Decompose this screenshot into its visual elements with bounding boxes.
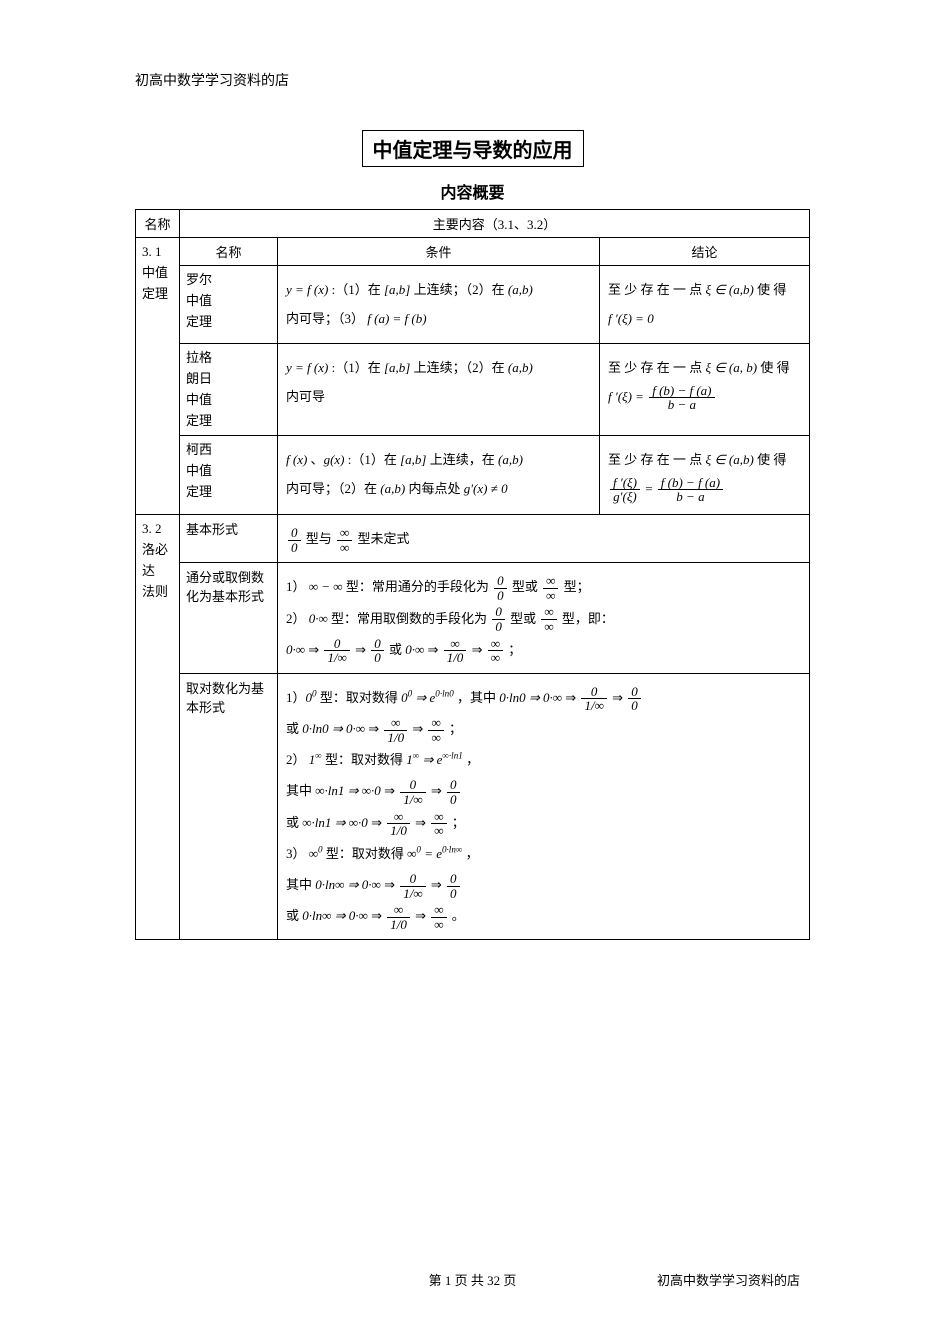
label-line: 中值 — [186, 392, 212, 407]
label-line: 朗日 — [186, 371, 212, 386]
section-31-header: 3. 1 中值 定理 名称 条件 结论 — [136, 238, 810, 266]
page-header: 初高中数学学习资料的店 — [135, 70, 810, 90]
th-sub-name: 名称 — [180, 238, 278, 266]
label-line: 中值 — [186, 293, 212, 308]
label-line: 定理 — [186, 484, 212, 499]
basic-content: 00 型与 ∞∞ 型未定式 — [278, 515, 810, 563]
lhopital-row-2: 通分或取倒数化为基本形式 1） ∞ − ∞ 型：常用通分的手段化为 00 型或 … — [136, 563, 810, 674]
lagrange-condition: y = f (x) :（1）在 [a,b] 上连续；（2）在 (a,b)内可导 — [278, 344, 600, 436]
cauchy-condition: f (x) 、g(x) :（1）在 [a,b] 上连续，在 (a,b)内可导；（… — [278, 436, 600, 515]
label-line: 定理 — [186, 413, 212, 428]
table-header-row: 名称 主要内容（3.1、3.2） — [136, 210, 810, 238]
page-footer-right: 初高中数学学习资料的店 — [657, 1270, 800, 1289]
th-conclusion: 结论 — [600, 238, 810, 266]
lagrange-name: 拉格 朗日 中值 定理 — [180, 344, 278, 436]
lhopital-row-1: 3. 2 洛必 达 法则 基本形式 00 型与 ∞∞ 型未定式 — [136, 515, 810, 563]
label-line: 罗尔 — [186, 272, 212, 287]
content-table: 名称 主要内容（3.1、3.2） 3. 1 中值 定理 名称 条件 结论 罗尔 … — [135, 209, 810, 940]
form-log: 取对数化为基本形式 — [180, 673, 278, 940]
cauchy-conclusion: 至 少 存 在 一 点 ξ ∈ (a,b) 使 得f ′(ξ)g′(ξ) = f… — [600, 436, 810, 515]
label-line: 达 — [142, 563, 155, 578]
label-line: 洛必 — [142, 542, 168, 557]
lagrange-conclusion: 至 少 存 在 一 点 ξ ∈ (a, b) 使 得f ′(ξ) = f (b)… — [600, 344, 810, 436]
form-reciprocal: 通分或取倒数化为基本形式 — [180, 563, 278, 674]
main-title: 中值定理与导数的应用 — [362, 130, 584, 167]
label-line: 法则 — [142, 584, 168, 599]
label-line: 定理 — [142, 286, 168, 301]
label-line: 3. 1 — [142, 244, 162, 259]
log-content: 1）00 型：取对数得 00 ⇒ e0·ln0 ，其中 0·ln0 ⇒ 0·∞ … — [278, 673, 810, 940]
cauchy-name: 柯西 中值 定理 — [180, 436, 278, 515]
rolle-conclusion: 至 少 存 在 一 点 ξ ∈ (a,b) 使 得f ′(ξ) = 0 — [600, 266, 810, 344]
label-line: 拉格 — [186, 350, 212, 365]
th-condition: 条件 — [278, 238, 600, 266]
rolle-name: 罗尔 中值 定理 — [180, 266, 278, 344]
lagrange-row: 拉格 朗日 中值 定理 y = f (x) :（1）在 [a,b] 上连续；（2… — [136, 344, 810, 436]
section-31-label: 3. 1 中值 定理 — [136, 238, 180, 515]
page-footer-center: 第 1 页 共 32 页 — [0, 1270, 945, 1289]
reciprocal-content: 1） ∞ − ∞ 型：常用通分的手段化为 00 型或 ∞∞ 型；2） 0·∞ 型… — [278, 563, 810, 674]
label-line: 3. 2 — [142, 521, 162, 536]
rolle-row: 罗尔 中值 定理 y = f (x) :（1）在 [a,b] 上连续；（2）在 … — [136, 266, 810, 344]
rolle-condition: y = f (x) :（1）在 [a,b] 上连续；（2）在 (a,b)内可导；… — [278, 266, 600, 344]
subtitle: 内容概要 — [135, 179, 810, 203]
form-basic: 基本形式 — [180, 515, 278, 563]
lhopital-row-3: 取对数化为基本形式 1）00 型：取对数得 00 ⇒ e0·ln0 ，其中 0·… — [136, 673, 810, 940]
document-page: 初高中数学学习资料的店 中值定理与导数的应用 内容概要 名称 主要内容（3.1、… — [0, 0, 945, 1337]
label-line: 柯西 — [186, 442, 212, 457]
th-content: 主要内容（3.1、3.2） — [180, 210, 810, 238]
section-32-label: 3. 2 洛必 达 法则 — [136, 515, 180, 940]
th-name: 名称 — [136, 210, 180, 238]
title-wrap: 中值定理与导数的应用 — [135, 130, 810, 167]
cauchy-row: 柯西 中值 定理 f (x) 、g(x) :（1）在 [a,b] 上连续，在 (… — [136, 436, 810, 515]
label-line: 中值 — [142, 265, 168, 280]
label-line: 中值 — [186, 463, 212, 478]
label-line: 定理 — [186, 314, 212, 329]
